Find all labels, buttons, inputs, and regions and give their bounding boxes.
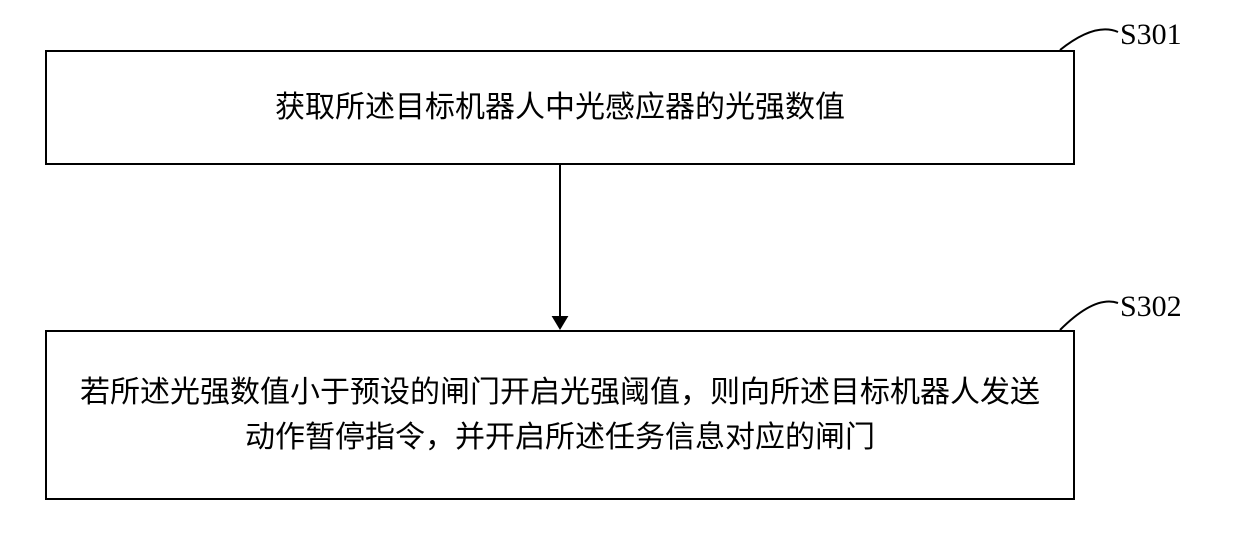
flow-node-n2: 若所述光强数值小于预设的闸门开启光强阈值，则向所述目标机器人发送动作暂停指令，并…: [45, 330, 1075, 500]
callout-curve-n2: [1058, 293, 1120, 332]
step-label-n2: S302: [1120, 290, 1182, 324]
flow-node-text: 若所述光强数值小于预设的闸门开启光强阈值，则向所述目标机器人发送动作暂停指令，并…: [67, 370, 1053, 460]
flow-node-n1: 获取所述目标机器人中光感应器的光强数值: [45, 50, 1075, 165]
step-label-n1: S301: [1120, 18, 1182, 52]
flow-edge-n1-n2: [540, 163, 580, 332]
flowchart-canvas: 获取所述目标机器人中光感应器的光强数值 S301 若所述光强数值小于预设的闸门开启光…: [0, 0, 1240, 541]
flow-node-text: 获取所述目标机器人中光感应器的光强数值: [275, 85, 845, 130]
callout-curve-n1: [1058, 20, 1120, 52]
